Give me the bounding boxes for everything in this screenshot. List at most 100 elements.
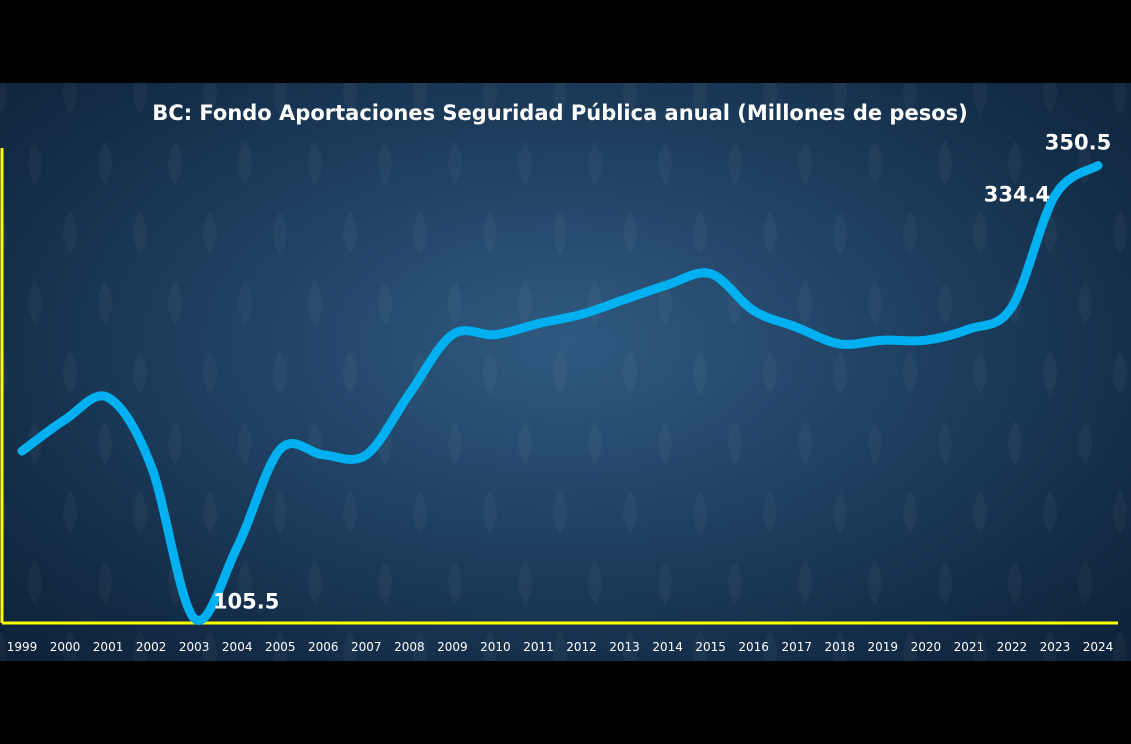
background-motif [98,141,112,185]
x-tick-label: 2013 [609,640,640,654]
background-motif [483,491,497,535]
x-tick-label: 2010 [480,640,511,654]
background-motif [798,561,812,605]
background-motif [938,281,952,325]
background-motif [343,491,357,535]
background-motif [1113,631,1127,661]
background-motif [588,281,602,325]
series-line [17,161,1103,625]
background-motif [798,281,812,325]
background-motif [273,351,287,395]
background-motif [973,491,987,535]
background-motif [378,141,392,185]
background-motif [378,561,392,605]
background-motif [938,561,952,605]
x-tick-label: 2020 [911,640,942,654]
background-motif [693,491,707,535]
x-tick-label: 2014 [652,640,683,654]
x-tick-label: 2000 [50,640,81,654]
background-motif [133,211,147,255]
background-motif [973,351,987,395]
x-tick-label: 1999 [7,640,38,654]
background-motif [553,211,567,255]
background-motif [1113,211,1127,255]
x-tick-label: 2009 [437,640,468,654]
background-motif [0,83,7,115]
x-tick-label: 2018 [824,640,855,654]
background-motif [63,491,77,535]
background-motif [1078,561,1092,605]
background-motif [413,211,427,255]
x-tick-label: 2011 [523,640,554,654]
background-motif [98,421,112,465]
x-tick-labels: 1999 2000 2001 2002 2003 2004 2005 2006 2007 2008… [7,640,1114,654]
background-motif [1078,421,1092,465]
background-motif [658,141,672,185]
background-motif [343,351,357,395]
background-motif [273,211,287,255]
background-motif [133,83,147,115]
data-label: 105.5 [213,589,279,613]
background-motif [518,141,532,185]
background-motif [588,421,602,465]
background-motif [1008,561,1022,605]
background-motif [868,561,882,605]
x-tick-label: 2007 [351,640,382,654]
background-motif [63,83,77,115]
background-motif [833,211,847,255]
background-motif [133,491,147,535]
background-motif [413,491,427,535]
background-motif [903,211,917,255]
background-motif [588,561,602,605]
x-tick-label: 2012 [566,640,597,654]
line-chart: BC: Fondo Aportaciones Seguridad Pública… [0,83,1131,661]
x-tick-label: 2005 [265,640,296,654]
background-motif [833,491,847,535]
background-motif [168,281,182,325]
damask-background-pattern [0,83,1131,661]
background-motif [168,421,182,465]
background-motif [448,281,462,325]
x-tick-label: 2003 [179,640,210,654]
background-motif [693,211,707,255]
background-motif [518,281,532,325]
background-motif [343,211,357,255]
background-motif [728,141,742,185]
background-motif [1113,351,1127,395]
background-motif [973,211,987,255]
background-motif [238,421,252,465]
background-motif [658,561,672,605]
background-motif [623,491,637,535]
data-labels: 105.5 334.4 350.5 [213,131,1111,614]
background-motif [728,561,742,605]
background-motif [553,351,567,395]
x-tick-label: 2017 [781,640,812,654]
background-motif [588,141,602,185]
background-motif [133,351,147,395]
background-motif [938,421,952,465]
background-motif [1008,141,1022,185]
background-motif [378,281,392,325]
chart-slide: BC: Fondo Aportaciones Seguridad Pública… [0,83,1131,661]
background-motif [28,281,42,325]
background-motif [28,561,42,605]
background-motif [518,561,532,605]
background-motif [553,631,567,661]
background-motif [238,281,252,325]
data-label: 334.4 [984,182,1050,206]
background-motif [1113,491,1127,535]
x-tick-label: 2002 [136,640,167,654]
background-motif [798,141,812,185]
background-motif [1043,351,1057,395]
x-tick-label: 2022 [997,640,1028,654]
background-motif [763,491,777,535]
background-motif [483,211,497,255]
background-motif [448,141,462,185]
background-motif [238,141,252,185]
background-motif [763,351,777,395]
background-motif [1113,83,1127,115]
background-motif [938,141,952,185]
x-tick-label: 2021 [954,640,985,654]
background-motif [973,83,987,115]
background-motif [168,141,182,185]
